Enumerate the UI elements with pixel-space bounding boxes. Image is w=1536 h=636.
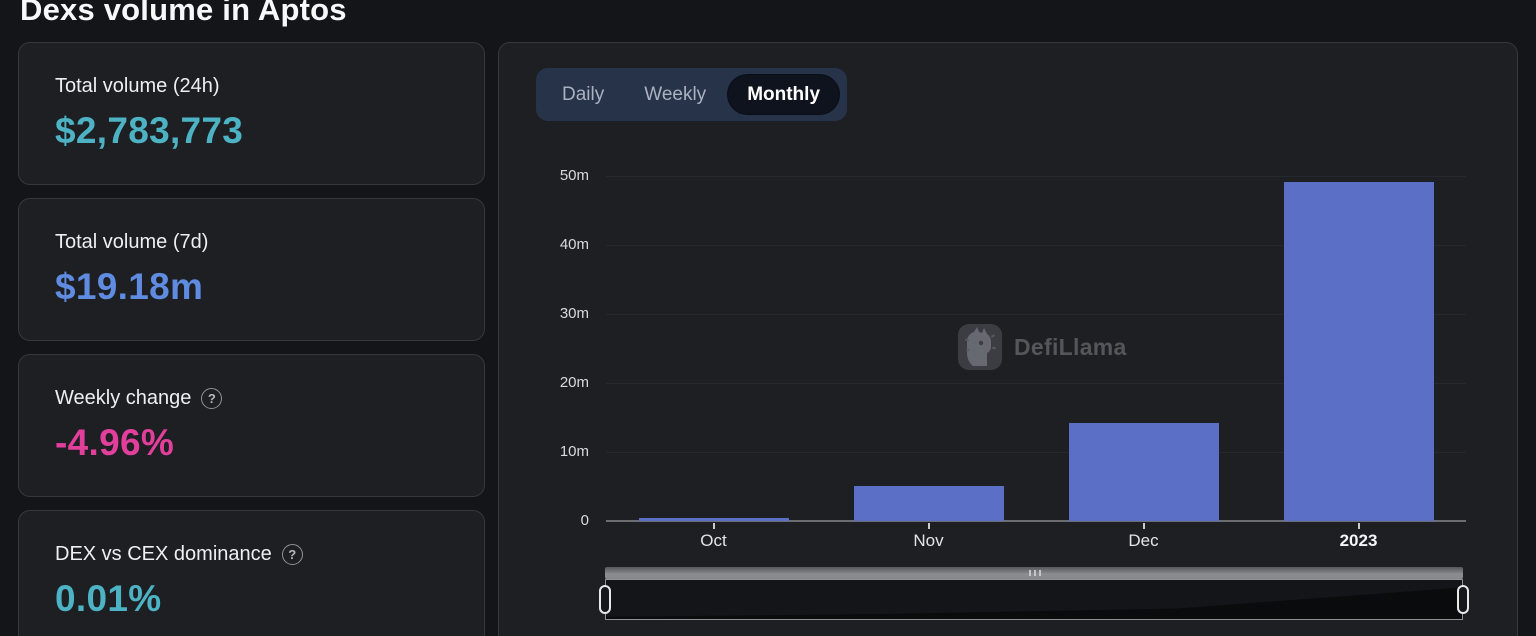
- stat-label: Total volume (7d): [55, 231, 209, 253]
- x-axis-label-Nov: Nov: [913, 531, 944, 550]
- defillama-logo-icon: [958, 324, 1002, 370]
- help-icon[interactable]: ?: [281, 544, 303, 565]
- chart-horizontal-scrollbar[interactable]: [605, 567, 1463, 579]
- stats-column: Total volume (24h) $2,783,773 Total volu…: [18, 42, 485, 636]
- stat-card-dex-vs-cex-dominance: DEX vs CEX dominance ? 0.01%: [18, 510, 485, 636]
- x-axis-tick-2023: [1357, 523, 1360, 529]
- stat-card-total-volume-24h: Total volume (24h) $2,783,773: [18, 42, 485, 185]
- stat-label: Total volume (24h): [55, 75, 220, 97]
- x-axis-label-Dec: Dec: [1128, 531, 1159, 550]
- gridline-50m: [606, 176, 1466, 177]
- y-axis-tick-10m: 10m: [559, 443, 589, 460]
- bar-Nov[interactable]: [853, 486, 1004, 521]
- bar-2023[interactable]: [1283, 182, 1434, 521]
- datazoom-left-handle[interactable]: [599, 585, 611, 614]
- watermark-label: DefiLlama: [1014, 333, 1127, 360]
- tab-weekly[interactable]: Weekly: [625, 74, 725, 115]
- datazoom-brush-window[interactable]: [605, 579, 1463, 620]
- x-axis-line: [606, 520, 1466, 522]
- page-title: Dexs volume in Aptos: [20, 0, 347, 27]
- datazoom-right-handle[interactable]: [1457, 585, 1469, 614]
- interval-tab-group: Daily Weekly Monthly: [536, 68, 848, 121]
- bar-Oct[interactable]: [638, 518, 789, 521]
- y-axis-tick-50m: 50m: [559, 167, 589, 184]
- tab-monthly[interactable]: Monthly: [727, 74, 841, 115]
- stat-label: DEX vs CEX dominance: [55, 543, 272, 565]
- stat-label: Weekly change: [55, 387, 192, 409]
- y-axis-tick-0: 0: [580, 512, 589, 529]
- x-axis-tick-Nov: [927, 523, 930, 529]
- stat-value: -4.96%: [55, 422, 175, 463]
- gridline-10m: [606, 452, 1466, 453]
- chart-panel: Daily Weekly Monthly 0 10m 20m 30m 40m 50m Oct No…: [498, 42, 1518, 636]
- y-axis-tick-30m: 30m: [559, 305, 589, 322]
- stat-value: $19.18m: [55, 266, 204, 307]
- y-axis-tick-40m: 40m: [559, 236, 589, 253]
- stat-card-weekly-change: Weekly change ? -4.96%: [18, 354, 485, 497]
- gridline-30m: [606, 314, 1466, 315]
- x-axis-tick-Dec: [1142, 523, 1145, 529]
- x-axis-label-2023: 2023: [1339, 531, 1378, 550]
- stat-value: 0.01%: [55, 578, 162, 619]
- bar-Dec[interactable]: [1068, 423, 1219, 521]
- help-icon[interactable]: ?: [201, 388, 223, 409]
- datazoom-preview-area: [606, 587, 1462, 619]
- tab-daily[interactable]: Daily: [543, 74, 623, 115]
- y-axis-tick-20m: 20m: [559, 374, 589, 391]
- stat-card-total-volume-7d: Total volume (7d) $19.18m: [18, 198, 485, 341]
- defillama-watermark: DefiLlama: [957, 323, 1127, 371]
- x-axis-tick-Oct: [712, 523, 715, 529]
- gridline-20m: [606, 383, 1466, 384]
- stat-value: $2,783,773: [55, 110, 244, 151]
- x-axis-label-Oct: Oct: [700, 531, 727, 550]
- scrollbar-grip-icon[interactable]: [1029, 570, 1041, 576]
- gridline-40m: [606, 245, 1466, 246]
